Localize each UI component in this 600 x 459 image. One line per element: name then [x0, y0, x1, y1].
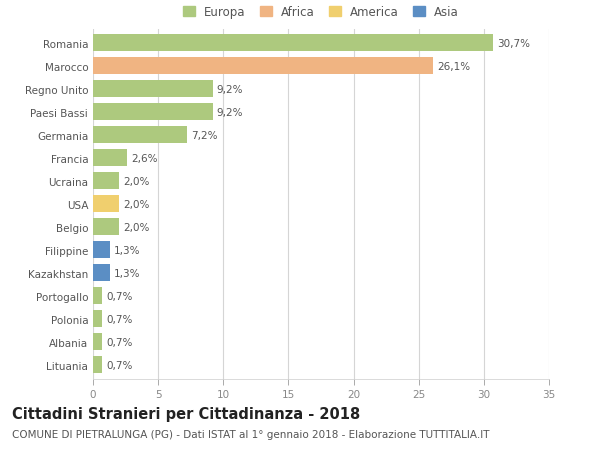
Text: 7,2%: 7,2%	[191, 130, 217, 140]
Text: Cittadini Stranieri per Cittadinanza - 2018: Cittadini Stranieri per Cittadinanza - 2…	[12, 406, 360, 421]
Bar	[93, 265, 110, 281]
Text: 2,0%: 2,0%	[123, 176, 149, 186]
Text: 26,1%: 26,1%	[437, 62, 470, 72]
Legend: Europa, Africa, America, Asia: Europa, Africa, America, Asia	[183, 6, 459, 19]
Text: 2,6%: 2,6%	[131, 153, 157, 163]
Bar	[93, 127, 187, 144]
Text: 9,2%: 9,2%	[217, 107, 243, 118]
Text: 9,2%: 9,2%	[217, 84, 243, 95]
Bar	[93, 242, 110, 258]
Text: 1,3%: 1,3%	[114, 245, 140, 255]
Text: 30,7%: 30,7%	[497, 39, 530, 49]
Text: 0,7%: 0,7%	[106, 360, 133, 370]
Bar	[93, 150, 127, 167]
Bar	[93, 311, 102, 327]
Bar	[93, 219, 119, 235]
Bar	[93, 288, 102, 304]
Text: COMUNE DI PIETRALUNGA (PG) - Dati ISTAT al 1° gennaio 2018 - Elaborazione TUTTIT: COMUNE DI PIETRALUNGA (PG) - Dati ISTAT …	[12, 429, 490, 439]
Bar	[93, 58, 433, 75]
Text: 2,0%: 2,0%	[123, 199, 149, 209]
Text: 0,7%: 0,7%	[106, 314, 133, 324]
Bar	[93, 173, 119, 190]
Text: 2,0%: 2,0%	[123, 222, 149, 232]
Bar	[93, 35, 493, 52]
Bar	[93, 81, 213, 98]
Text: 0,7%: 0,7%	[106, 291, 133, 301]
Bar	[93, 334, 102, 350]
Bar	[93, 357, 102, 373]
Text: 1,3%: 1,3%	[114, 268, 140, 278]
Text: 0,7%: 0,7%	[106, 337, 133, 347]
Bar	[93, 104, 213, 121]
Bar	[93, 196, 119, 213]
